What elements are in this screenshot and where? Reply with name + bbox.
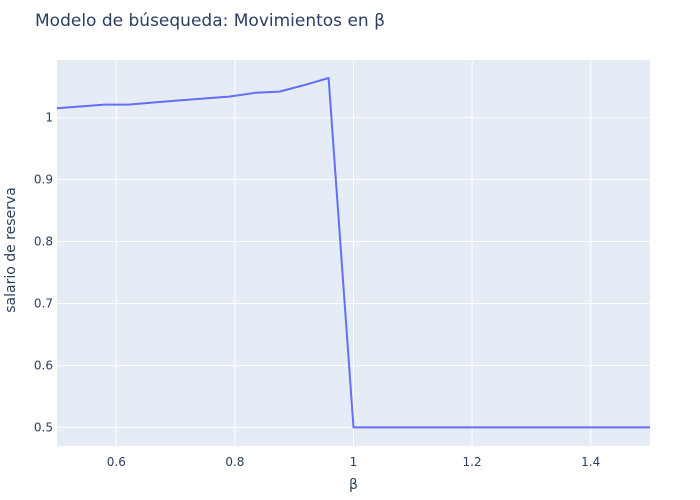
series-line bbox=[56, 77, 650, 429]
x-axis-title: β bbox=[349, 477, 358, 493]
x-tick-labels: 0.6 0.8 1 1.2 1.4 bbox=[107, 455, 600, 469]
chart-title: Modelo de búsequeda: Movimientos en β bbox=[35, 11, 385, 31]
y-tick-label: 0.9 bbox=[34, 173, 53, 187]
y-tick-label: 0.5 bbox=[34, 420, 53, 434]
x-tick-label: 0.6 bbox=[107, 455, 126, 469]
y-tick-label: 0.8 bbox=[34, 235, 53, 249]
x-gridlines bbox=[115, 60, 592, 446]
series-layer bbox=[56, 77, 650, 429]
y-tick-label: 0.7 bbox=[34, 296, 53, 310]
y-tick-label: 0.6 bbox=[34, 358, 53, 372]
x-tick-label: 1 bbox=[350, 455, 358, 469]
y-axis-title: salario de reserva bbox=[3, 187, 19, 313]
x-tick-label: 0.8 bbox=[225, 455, 244, 469]
y-tick-labels: 0.5 0.6 0.7 0.8 0.9 1 bbox=[34, 111, 53, 435]
y-tick-label: 1 bbox=[45, 111, 53, 125]
x-tick-label: 1.2 bbox=[463, 455, 482, 469]
x-tick-label: 1.4 bbox=[581, 455, 600, 469]
